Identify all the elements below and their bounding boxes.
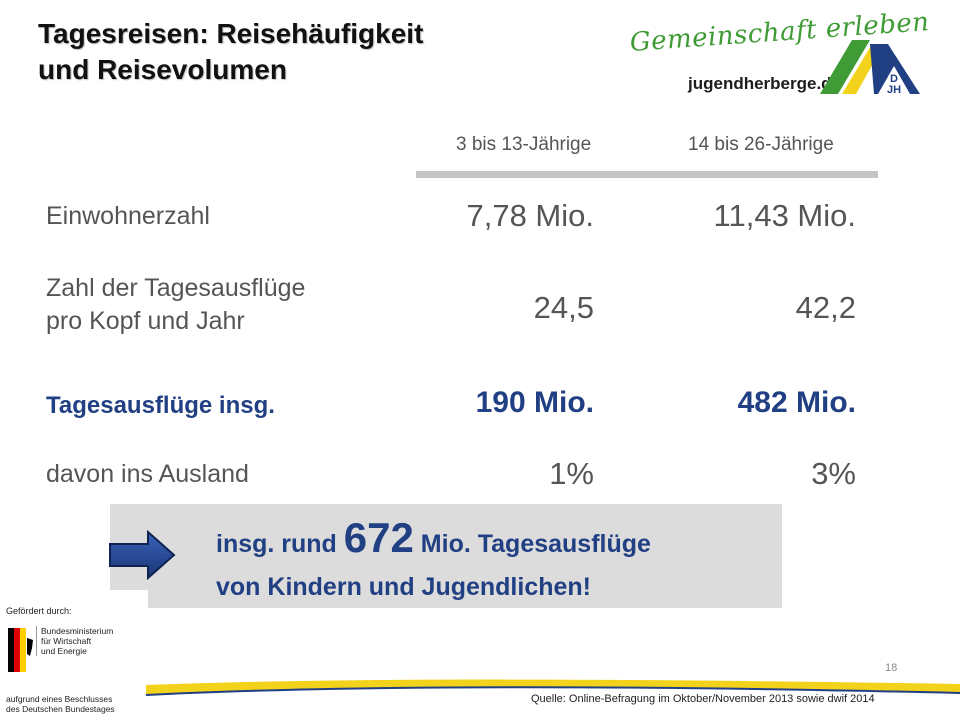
row-label-abroad: davon ins Ausland: [46, 460, 249, 488]
value-abroad-youth: 3%: [811, 456, 856, 491]
ministry-line-2: für Wirtschaft: [41, 636, 92, 646]
row-label-trips-per-capita-line-2: pro Kopf und Jahr: [46, 307, 245, 335]
djh-tent-icon: D JH: [820, 40, 920, 96]
summary-total-number: 672: [343, 514, 414, 561]
summary-callout: [110, 504, 782, 608]
value-trips-per-capita-children: 24,5: [533, 290, 594, 325]
value-total-trips-children: 190 Mio.: [475, 386, 594, 419]
footer-swoosh: [146, 679, 960, 720]
funding-heading: Gefördert durch:: [6, 606, 72, 616]
row-label-trips-per-capita: Zahl der Tagesausflüge pro Kopf und Jahr: [46, 272, 305, 338]
summary-prefix: insg. rund: [216, 530, 344, 558]
cell-total-trips-children: 190 Mio.: [380, 386, 594, 426]
header-divider: [416, 171, 878, 178]
value-abroad-children: 1%: [549, 456, 594, 491]
row-label-trips-per-capita-line-1: Zahl der Tagesausflüge: [46, 274, 306, 302]
summary-line-1: insg. rund 672 Mio. Tagesausflüge: [216, 516, 651, 566]
summary-line-2: von Kindern und Jugendlichen!: [216, 573, 591, 601]
federal-eagle-icon: [8, 628, 33, 672]
slide-title-line-1: Tagesreisen: Reisehäufigkeit: [38, 18, 424, 49]
slide-title-line-2: und Reisevolumen: [38, 54, 287, 85]
cell-population-children: 7,78 Mio.: [380, 198, 594, 238]
column-header-children: 3 bis 13-Jährige: [456, 134, 592, 155]
arrow-right-icon: [109, 530, 176, 580]
cell-trips-per-capita-children: 24,5: [380, 290, 594, 330]
slide-title: Tagesreisen: Reisehäufigkeit und Reisevo…: [38, 16, 423, 88]
cell-trips-per-capita-youth: 42,2: [640, 290, 856, 330]
cell-abroad-children: 1%: [380, 456, 594, 496]
resolution-line-1: aufgrund eines Beschlusses: [6, 694, 113, 704]
value-total-trips-youth: 482 Mio.: [737, 386, 856, 419]
djh-logo: Gemeinschaft erleben jugendherberge.de D…: [622, 7, 930, 100]
ministry-line-3: und Energie: [41, 646, 87, 656]
row-label-population: Einwohnerzahl: [46, 202, 210, 230]
row-label-total-trips: Tagesausflüge insg.: [46, 392, 275, 419]
value-population-youth: 11,43 Mio.: [713, 198, 856, 233]
column-header-youth: 14 bis 26-Jährige: [688, 134, 834, 155]
cell-abroad-youth: 3%: [640, 456, 856, 496]
value-trips-per-capita-youth: 42,2: [795, 290, 856, 325]
svg-text:D: D: [890, 73, 898, 85]
ministry-line-1: Bundesministerium: [41, 626, 114, 636]
cell-population-youth: 11,43 Mio.: [640, 198, 856, 238]
resolution-line-2: des Deutschen Bundestages: [6, 704, 115, 714]
summary-suffix: Mio. Tagesausflüge: [413, 530, 651, 558]
logo-url: jugendherberge.de: [688, 74, 842, 93]
page-number: 18: [885, 662, 898, 674]
resolution-note: aufgrund eines Beschlusses des Deutschen…: [6, 694, 144, 714]
cell-total-trips-youth: 482 Mio.: [640, 386, 856, 426]
svg-text:JH: JH: [887, 84, 901, 96]
value-population-children: 7,78 Mio.: [466, 198, 594, 233]
source-note: Quelle: Online-Befragung im Oktober/Nove…: [531, 693, 875, 705]
ministry-name: Bundesministerium für Wirtschaft und Ene…: [36, 626, 149, 656]
summary-text: insg. rund 672 Mio. Tagesausflüge von Ki…: [216, 516, 651, 609]
